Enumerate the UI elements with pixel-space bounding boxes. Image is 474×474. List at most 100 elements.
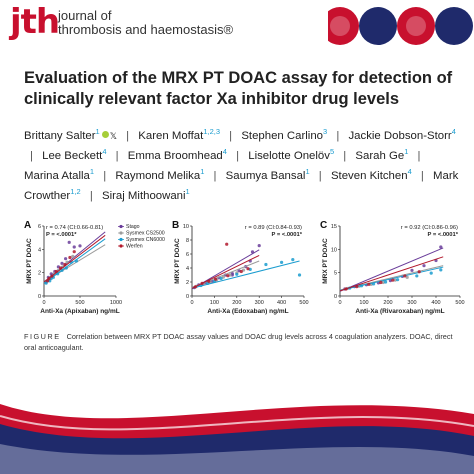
data-point xyxy=(213,277,218,281)
author-affiliation: 1 xyxy=(95,127,100,136)
data-point xyxy=(225,242,229,246)
data-point xyxy=(64,266,68,270)
chart-panel-c: C 0 5 10 15 0 100 200 300 400 500 MRX PT DOAC Anti-X… xyxy=(320,220,465,315)
data-point xyxy=(291,258,295,262)
author-affiliation: 1 xyxy=(200,167,205,177)
regression-line xyxy=(191,260,300,289)
y-tick-label: 2 xyxy=(38,271,41,277)
author-entry[interactable]: Stephen Carlino3 xyxy=(241,127,328,142)
author-entry[interactable]: Lee Beckett4 xyxy=(42,147,107,162)
author-affiliation: 4 xyxy=(451,127,456,136)
author-entry[interactable]: Marina Atalla1 xyxy=(24,167,95,183)
data-point xyxy=(74,259,78,263)
data-point xyxy=(200,281,204,285)
author-name[interactable]: Stephen Carlino xyxy=(241,129,323,142)
data-point xyxy=(391,278,395,282)
author-affiliation: 1 xyxy=(404,147,409,157)
author-name[interactable]: Liselotte Onelöv xyxy=(248,150,330,162)
data-point xyxy=(64,257,68,261)
author-name[interactable]: Sarah Ge xyxy=(355,150,405,162)
data-point xyxy=(372,282,376,286)
x-tick-label: 0 xyxy=(42,300,45,306)
author-entry[interactable]: Brittany Salter1 𝕏 xyxy=(24,127,117,142)
author-entry[interactable]: Saumya Bansal1 xyxy=(225,167,310,183)
caption-label: FIGURE xyxy=(24,332,61,341)
data-point xyxy=(72,250,76,254)
data-point xyxy=(384,280,388,284)
data-point xyxy=(78,244,82,248)
data-point xyxy=(230,273,234,277)
journal-header: jth journal of thrombosis and haemostasi… xyxy=(0,0,474,58)
data-point xyxy=(72,245,76,249)
journal-name: journal of thrombosis and haemostasis® xyxy=(58,9,233,37)
author-name[interactable]: Marina Atalla xyxy=(24,170,90,183)
data-point xyxy=(60,268,64,272)
x-tick-label: 100 xyxy=(210,300,219,306)
stat-r: r = 0.89 (CI:0.84-0.93) xyxy=(245,225,302,231)
author-name[interactable]: Raymond Melika xyxy=(115,170,201,183)
data-point xyxy=(417,270,421,274)
data-point xyxy=(58,266,63,270)
stat-p: P = <.0001* xyxy=(46,232,77,238)
data-point xyxy=(379,280,383,285)
author-entry[interactable]: Karen Moffat1,2,3 xyxy=(138,127,220,142)
author-separator: | xyxy=(417,150,421,162)
author-name[interactable]: Karen Moffat xyxy=(138,129,204,142)
author-list: Brittany Salter1 𝕏 | Karen Moffat1,2,3 | … xyxy=(24,124,464,205)
y-tick-label: 8 xyxy=(186,238,189,244)
orcid-icon[interactable] xyxy=(101,130,109,138)
data-point xyxy=(422,264,426,268)
author-entry[interactable]: Steven Kitchen4 xyxy=(330,167,412,183)
author-name[interactable]: Jackie Dobson-Storr xyxy=(348,129,452,142)
author-name[interactable]: Steven Kitchen xyxy=(330,170,408,183)
author-affiliation: 4 xyxy=(102,147,107,157)
data-point xyxy=(68,255,72,260)
author-entry[interactable]: Liselotte Onelöv5 xyxy=(248,147,334,162)
article-title: Evaluation of the MRX PT DOAC assay for … xyxy=(24,69,453,108)
author-entry[interactable]: Jackie Dobson-Storr4 xyxy=(348,127,456,142)
journal-name-line2: thrombosis and haemostasis® xyxy=(58,22,234,37)
x-tick-label: 400 xyxy=(277,300,286,306)
author-separator: | xyxy=(336,129,340,142)
author-name[interactable]: Brittany Salter xyxy=(24,129,96,142)
author-separator: | xyxy=(318,170,322,183)
data-point xyxy=(44,281,48,285)
data-point xyxy=(403,274,407,278)
y-tick-label: 5 xyxy=(334,271,337,277)
data-point xyxy=(429,271,433,275)
panel-label: A xyxy=(24,220,31,231)
stat-r: r = 0.92 (CI:0.86-0.96) xyxy=(401,225,458,231)
author-entry[interactable]: Mark Crowther1,2 xyxy=(24,170,458,202)
data-point xyxy=(250,250,255,254)
author-affiliation: 1 xyxy=(305,167,310,177)
author-affiliation: 3 xyxy=(323,127,328,136)
author-entry[interactable]: Emma Broomhead4 xyxy=(127,147,227,162)
y-tick-label: 2 xyxy=(186,280,189,286)
x-tick-label: 200 xyxy=(383,300,392,306)
data-point xyxy=(219,276,223,281)
author-name[interactable]: Saumya Bansal xyxy=(225,170,306,183)
author-name[interactable]: Emma Broomhead xyxy=(127,150,223,162)
author-separator: | xyxy=(89,190,93,203)
journal-name-line1: journal of xyxy=(58,8,112,23)
author-separator: | xyxy=(115,150,119,162)
data-point xyxy=(381,280,385,285)
x-tick-label: 400 xyxy=(431,300,440,306)
author-name[interactable]: Lee Beckett xyxy=(42,150,103,162)
author-entry[interactable]: Siraj Mithoowani1 xyxy=(101,188,190,203)
journal-logo: jth xyxy=(10,2,60,42)
author-name[interactable]: Mark Crowther xyxy=(24,170,459,203)
author-entry[interactable]: Sarah Ge1 xyxy=(355,147,409,162)
data-point xyxy=(65,260,69,264)
author-affiliation: 1 xyxy=(89,167,95,177)
author-affiliation: 4 xyxy=(222,147,227,157)
author-separator: | xyxy=(126,129,130,142)
data-point xyxy=(47,276,51,281)
x-social-icon[interactable]: 𝕏 xyxy=(109,130,117,141)
data-point xyxy=(388,279,392,283)
author-name[interactable]: Siraj Mithoowani xyxy=(101,190,186,203)
author-entry[interactable]: Raymond Melika1 xyxy=(115,167,205,183)
author-affiliation: 4 xyxy=(407,167,412,177)
data-point xyxy=(280,260,284,264)
